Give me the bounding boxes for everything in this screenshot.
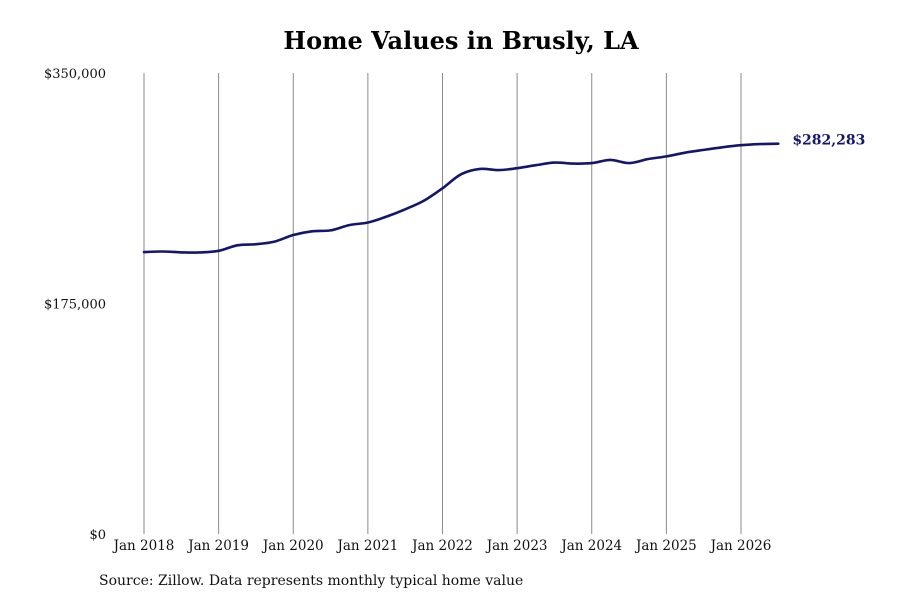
gridlines (143, 73, 742, 534)
x-tick-label: Jan 2021 (335, 538, 398, 554)
series-layer: $282,283 (142, 133, 865, 254)
y-tick-label: $175,000 (44, 298, 106, 313)
source-note: Source: Zillow. Data represents monthly … (99, 573, 524, 589)
x-tick-label: Jan 2020 (261, 538, 324, 554)
x-axis-ticks: Jan 2018 Jan 2019 Jan 2020 Jan 2021 Jan 2022… (112, 538, 772, 554)
x-tick-label: Jan 2018 (112, 538, 175, 554)
x-tick-label: Jan 2019 (186, 538, 249, 554)
x-tick-label: Jan 2026 (709, 538, 772, 554)
x-tick-label: Jan 2025 (634, 538, 697, 554)
x-tick-label: Jan 2024 (559, 538, 622, 554)
chart-title: Home Values in Brusly, LA (283, 26, 639, 55)
y-tick-label: $350,000 (44, 67, 106, 82)
x-tick-label: Jan 2023 (485, 538, 548, 554)
end-value-label: $282,283 (792, 133, 865, 149)
y-tick-label: $0 (89, 528, 106, 543)
y-axis-ticks: $0 $175,000 $350,000 (44, 67, 106, 543)
x-tick-label: Jan 2022 (410, 538, 473, 554)
series-line (142, 142, 780, 254)
